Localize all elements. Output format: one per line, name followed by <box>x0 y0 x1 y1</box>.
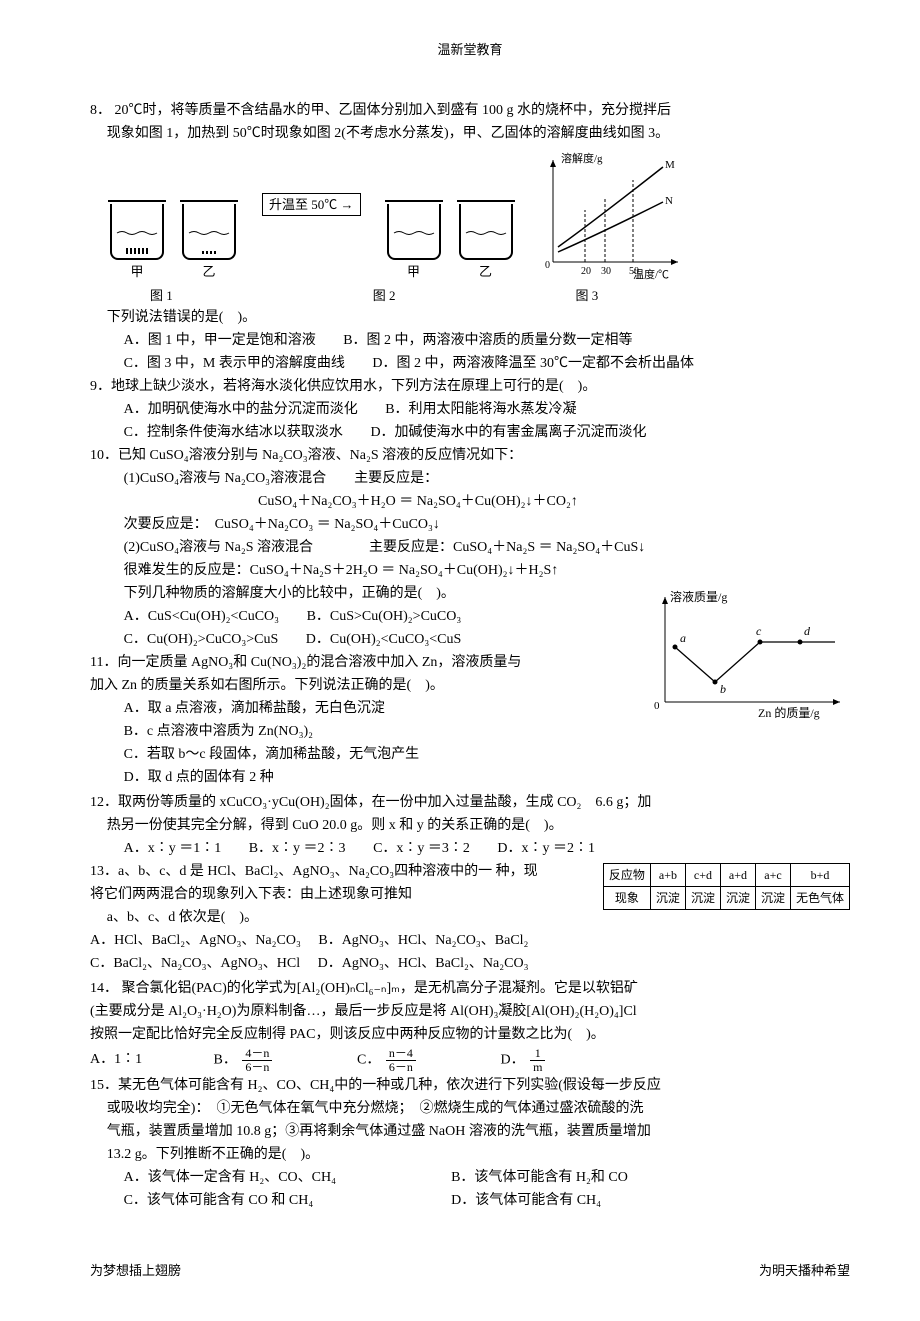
q8-fig1: 甲 乙 <box>110 204 236 282</box>
q10-l4: 很难发生的反应是：CuSO₄＋Na₂S＋2H₂O ＝ Na₂SO₄＋Cu(OH)… <box>124 560 850 581</box>
svg-text:d: d <box>804 624 811 638</box>
svg-text:溶解度/g: 溶解度/g <box>561 152 603 165</box>
q9-stem: 9．地球上缺少淡水，若将海水淡化供应饮用水，下列方法在原理上可行的是( )。 <box>90 376 850 397</box>
label-jia: 甲 <box>110 262 164 282</box>
q13-opt-c: C．BaCl₂、Na₂CO₃、AgNO₃、HCl <box>90 956 300 971</box>
q9-row2: C．控制条件使海水结冰以获取淡水 D．加碱使海水中的有害金属离子沉淀而淡化 <box>124 422 850 443</box>
q15-stem-1: 15．某无色气体可能含有 H₂、CO、CH₄中的一种或几种，依次进行下列实验(假… <box>90 1075 850 1096</box>
q8-opt-d: D．图 2 中，两溶液降温至 30℃一定都不会析出晶体 <box>372 353 694 374</box>
q14-stem-2: (主要成分是 Al₂O₃·H₂O)为原料制备…，最后一步反应是将 Al(OH)₃… <box>90 1001 850 1022</box>
svg-text:N: N <box>665 195 673 207</box>
q11-graph: 溶液质量/g Zn 的质量/g 0 a b c d <box>640 587 850 722</box>
q9-row1: A．加明矾使海水中的盐分沉淀而淡化 B．利用太阳能将海水蒸发冷凝 <box>124 399 850 420</box>
footer-left: 为梦想插上翅膀 <box>90 1261 181 1281</box>
svg-text:a: a <box>680 631 686 645</box>
svg-text:c: c <box>756 624 762 638</box>
q8-row2: C．图 3 中，M 表示甲的溶解度曲线 D．图 2 中，两溶液降温至 30℃一定… <box>124 353 850 374</box>
q13-opt-d: D．AgNO₃、HCl、BaCl₂、Na₂CO₃ <box>318 956 529 971</box>
q12-opts: A．x∶y ＝1∶1 B．x∶y ＝2∶3 C．x∶y ＝3∶2 D．x∶y ＝… <box>124 838 850 859</box>
q8-row1: A．图 1 中，甲一定是饱和溶液 B．图 2 中，两溶液中溶质的质量分数一定相等 <box>124 330 850 351</box>
svg-text:20: 20 <box>581 266 591 277</box>
beaker-jia-2 <box>387 204 441 260</box>
q8-fig2: 甲 乙 <box>387 204 513 282</box>
q8-stem-1: 8． 20℃时，将等质量不含结晶水的甲、乙固体分别加入到盛有 100 g 水的烧… <box>90 100 850 121</box>
label-yi-2: 乙 <box>459 262 513 282</box>
svg-text:50: 50 <box>629 266 639 277</box>
q8-figure-row: 甲 乙 升温至 50℃ → 甲 <box>110 152 850 282</box>
beaker-yi-1 <box>182 204 236 260</box>
arrow-heat: 升温至 50℃ → <box>262 193 361 217</box>
q10-l3: (2)CuSO₄溶液与 Na₂S 溶液混合 主要反应是：CuSO₄＋Na₂S ＝… <box>124 537 850 558</box>
q8-fig-captions: 图 1 图 2 图 3 <box>150 286 850 306</box>
q15-stem-4: 13.2 g。下列推断不正确的是( )。 <box>107 1144 850 1165</box>
q9-opt-c: C．控制条件使海水结冰以获取淡水 <box>124 422 343 443</box>
beaker-yi-2 <box>459 204 513 260</box>
q15-opt-d: D．该气体可能含有 CH₄ <box>451 1190 601 1211</box>
page-header: 温新堂教育 <box>90 40 850 60</box>
svg-text:Zn 的质量/g: Zn 的质量/g <box>758 705 820 720</box>
q8-opt-b: B．图 2 中，两溶液中溶质的质量分数一定相等 <box>343 330 632 351</box>
q11-opt-c: C．若取 b～c 段固体，滴加稀盐酸，无气泡产生 <box>124 744 850 765</box>
q9-opt-d: D．加碱使海水中的有害金属离子沉淀而淡化 <box>370 422 646 443</box>
svg-text:M: M <box>665 159 675 171</box>
label-yi: 乙 <box>182 262 236 282</box>
q10-l2: 次要反应是： CuSO₄＋Na₂CO₃ ＝ Na₂SO₄＋CuCO₃↓ <box>124 514 850 535</box>
q11-opt-b: B．c 点溶液中溶质为 Zn(NO₃)₂ <box>124 721 850 742</box>
q10-opt-d: D．Cu(OH)₂<CuCO₃<CuS <box>306 629 461 650</box>
q15-row2: C．该气体可能含有 CO 和 CH₄ D．该气体可能含有 CH₄ <box>124 1190 850 1211</box>
q14-opt-c: C． n－46－n <box>357 1047 497 1073</box>
q14-opts: A．1∶1 B． 4－n6－n C． n－46－n D． 1m <box>90 1047 850 1073</box>
q13-row2: C．BaCl₂、Na₂CO₃、AgNO₃、HCl D．AgNO₃、HCl、BaC… <box>90 953 850 974</box>
q14-stem-1: 14． 聚合氯化铝(PAC)的化学式为[Al₂(OH)ₙCl₆₋ₙ]ₘ，是无机高… <box>90 978 850 999</box>
q14-opt-a: A．1∶1 <box>90 1049 210 1070</box>
q15-stem-3: 气瓶，装置质量增加 10.8 g；③再将剩余气体通过盛 NaOH 溶液的洗气瓶，… <box>107 1121 850 1142</box>
svg-text:溶液质量/g: 溶液质量/g <box>670 589 727 604</box>
q10-opt-b: B．CuS>Cu(OH)₂>CuCO₃ <box>307 606 462 627</box>
q11-opt-d: D．取 d 点的固体有 2 种 <box>124 767 850 788</box>
q12-opt-a: A．x∶y ＝1∶1 <box>124 838 222 859</box>
q9-opt-a: A．加明矾使海水中的盐分沉淀而淡化 <box>124 399 358 420</box>
q12-stem-2: 热另一份使其完全分解，得到 CuO 20.0 g。则 x 和 y 的关系正确的是… <box>107 815 850 836</box>
q15-opt-c: C．该气体可能含有 CO 和 CH₄ <box>124 1190 424 1211</box>
q10-l1: (1)CuSO₄溶液与 Na₂CO₃溶液混合 主要反应是： <box>124 468 850 489</box>
q14-stem-3: 按照一定配比恰好完全反应制得 PAC，则该反应中两种反应物的计量数之比为( )。 <box>90 1024 850 1045</box>
q12-opt-d: D．x∶y ＝2∶1 <box>497 838 595 859</box>
q14-opt-d: D． 1m <box>501 1047 548 1073</box>
beaker-jia-1 <box>110 204 164 260</box>
q8-solubility-graph: 溶解度/g 温度/℃ 20 30 50 M N 0 <box>533 152 683 282</box>
q12-opt-c: C．x∶y ＝3∶2 <box>373 838 470 859</box>
q10-opt-c: C．Cu(OH)₂>CuCO₃>CuS <box>124 629 279 650</box>
q15-opt-b: B．该气体可能含有 H₂和 CO <box>451 1167 628 1188</box>
q10-opt-a: A．CuS<Cu(OH)₂<CuCO₃ <box>124 606 279 627</box>
q14-opt-b: B． 4－n6－n <box>214 1047 354 1073</box>
q12-opt-b: B．x∶y ＝2∶3 <box>249 838 346 859</box>
q8-stem-2: 现象如图 1，加热到 50℃时现象如图 2(不考虑水分蒸发)，甲、乙固体的溶解度… <box>107 123 850 144</box>
q15-row1: A．该气体一定含有 H₂、CO、CH₄ B．该气体可能含有 H₂和 CO <box>124 1167 850 1188</box>
svg-text:0: 0 <box>654 700 660 712</box>
q13-row1: A．HCl、BaCl₂、AgNO₃、Na₂CO₃ B．AgNO₃、HCl、Na₂… <box>90 930 850 951</box>
q15-opt-a: A．该气体一定含有 H₂、CO、CH₄ <box>124 1167 424 1188</box>
label-jia-2: 甲 <box>387 262 441 282</box>
footer-right: 为明天播种希望 <box>759 1261 850 1281</box>
svg-text:0: 0 <box>545 260 550 271</box>
q12-stem-1: 12．取两份等质量的 xCuCO₃·yCu(OH)₂固体，在一份中加入过量盐酸，… <box>90 792 850 813</box>
page-footer: 为梦想插上翅膀 为明天播种希望 <box>90 1261 850 1281</box>
q13-opt-b: B．AgNO₃、HCl、Na₂CO₃、BaCl₂ <box>318 933 528 948</box>
q8-opt-a: A．图 1 中，甲一定是饱和溶液 <box>124 330 316 351</box>
svg-text:b: b <box>720 682 726 696</box>
q8-opt-c: C．图 3 中，M 表示甲的溶解度曲线 <box>124 353 345 374</box>
q13-opt-a: A．HCl、BaCl₂、AgNO₃、Na₂CO₃ <box>90 933 301 948</box>
q8-intro: 下列说法错误的是( )。 <box>107 307 850 328</box>
q10-eq1: CuSO₄＋Na₂CO₃＋H₂O ＝ Na₂SO₄＋Cu(OH)₂↓＋CO₂↑ <box>258 491 850 512</box>
q9-opt-b: B．利用太阳能将海水蒸发冷凝 <box>385 399 576 420</box>
q15-stem-2: 或吸收均完全)： ①无色气体在氧气中充分燃烧； ②燃烧生成的气体通过盛浓硫酸的洗 <box>107 1098 850 1119</box>
q13-table: 反应物a+b c+da+d a+cb+d 现象沉淀 沉淀沉淀 沉淀无色气体 <box>603 863 850 910</box>
q13-stem-3: a、b、c、d 依次是( )。 <box>107 907 850 928</box>
q10-stem: 10．已知 CuSO₄溶液分别与 Na₂CO₃溶液、Na₂S 溶液的反应情况如下… <box>90 445 850 466</box>
svg-text:30: 30 <box>601 266 611 277</box>
